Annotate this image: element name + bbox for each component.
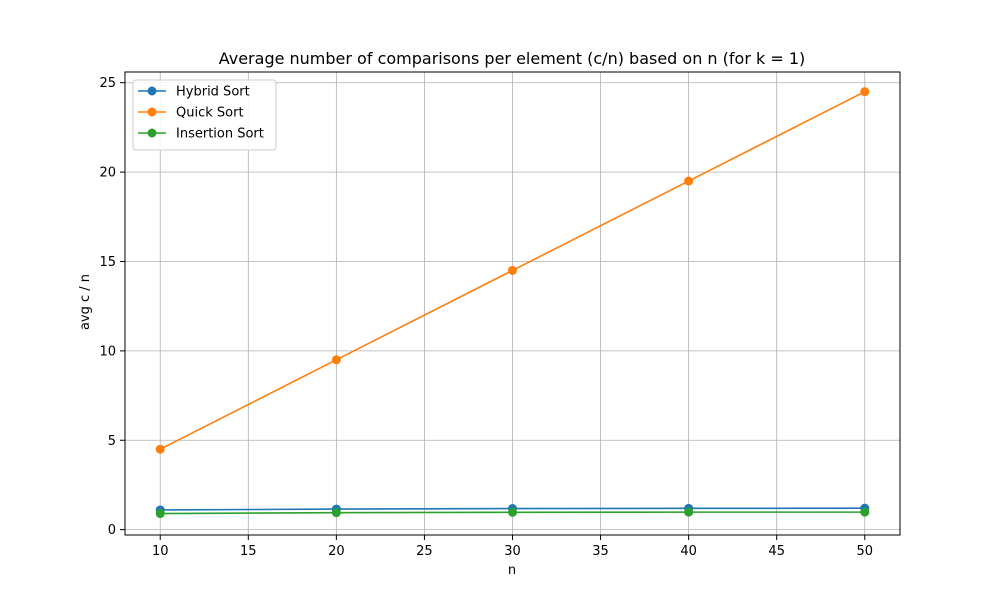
data-point [155,444,165,454]
data-point [331,508,341,518]
y-tick-label: 25 [99,76,116,91]
x-tick-label: 10 [152,544,169,559]
series-quick-sort [155,87,870,454]
grid-layer [125,72,900,535]
x-tick-label: 15 [240,544,257,559]
y-tick-label: 0 [108,523,116,538]
chart-title: Average number of comparisons per elemen… [219,49,806,68]
legend-label: Insertion Sort [176,127,264,142]
data-point [860,87,870,97]
y-tick-label: 5 [108,434,116,449]
legend-marker [147,107,157,117]
legend-label: Hybrid Sort [176,85,250,100]
x-tick-label: 35 [592,544,609,559]
data-point [331,355,341,365]
legend: Hybrid Sort Quick Sort Insertion Sort [132,79,277,151]
legend-label: Quick Sort [176,106,244,121]
y-tick-label: 20 [99,166,116,181]
x-tick-label: 50 [856,544,873,559]
legend-item: Hybrid Sort [138,85,250,100]
x-tick-label: 45 [768,544,785,559]
y-tick-label: 10 [99,344,116,359]
x-tick-label: 40 [680,544,697,559]
data-point [508,265,517,275]
data-point [684,176,694,186]
legend-item: Quick Sort [138,106,244,121]
legend-box [132,79,277,151]
y-axis-title: avg c / n [78,274,93,330]
legend-item: Insertion Sort [138,127,264,142]
legend-marker [147,128,157,138]
data-point [684,507,694,517]
y-tick-label: 15 [99,255,116,270]
data-point [860,507,870,517]
tick-layer: 10 15 20 25 30 35 40 45 50 0 5 10 15 20 25 [99,76,873,559]
series-layer [155,87,870,519]
x-axis-title: n [508,563,516,578]
data-point [508,507,517,517]
series-insertion-sort [155,507,870,519]
legend-marker [147,86,157,96]
data-point [155,509,165,519]
x-tick-label: 25 [416,544,433,559]
x-tick-label: 20 [328,544,345,559]
x-tick-label: 30 [504,544,521,559]
